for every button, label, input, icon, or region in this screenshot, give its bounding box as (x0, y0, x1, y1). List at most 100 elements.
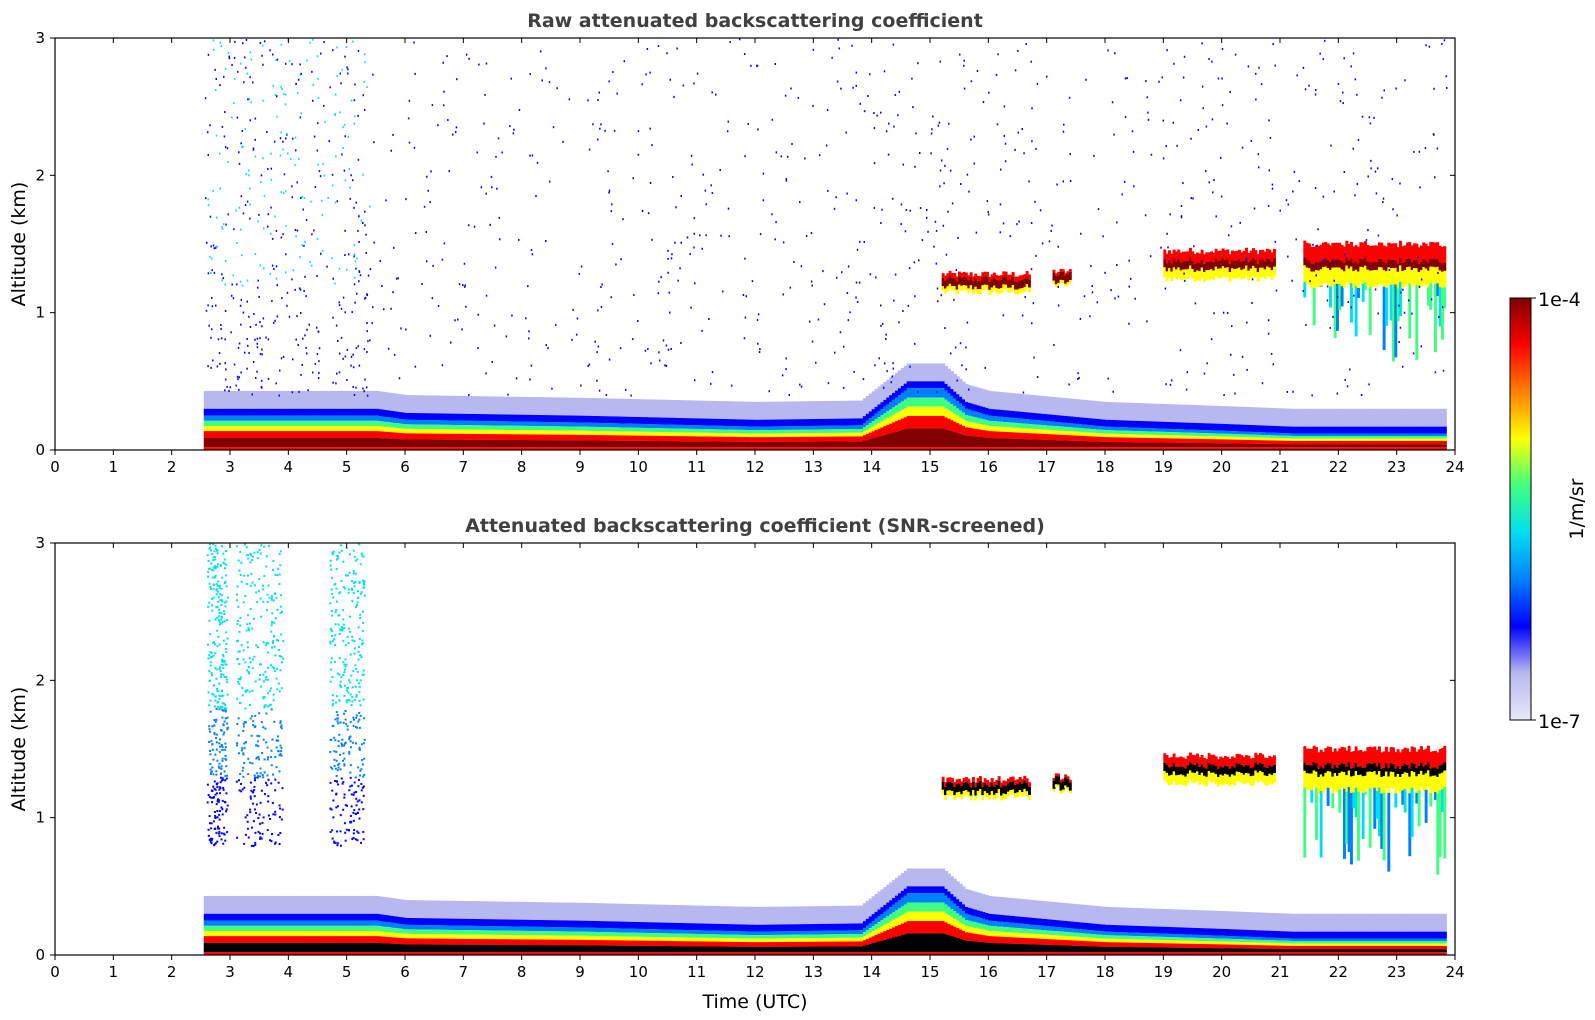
boundary-layer-cell (1250, 434, 1255, 438)
noise-pixel (1078, 376, 1080, 379)
boundary-layer-cell (1177, 438, 1182, 443)
boundary-layer-cell (314, 447, 319, 450)
boundary-layer-cell (1002, 426, 1007, 432)
boundary-layer-cell (1148, 428, 1153, 432)
noise-pixel (346, 348, 349, 351)
boundary-layer-cell (1005, 447, 1010, 450)
boundary-layer-cell (1259, 425, 1264, 433)
boundary-layer-cell (615, 440, 619, 448)
boundary-layer-cell (705, 436, 709, 442)
boundary-layer-cell (267, 390, 272, 409)
boundary-layer-cell (1204, 405, 1208, 424)
boundary-layer-cell (320, 408, 324, 416)
noise-pixel (1080, 232, 1082, 235)
noise-pixel (619, 347, 622, 350)
noise-pixel (610, 296, 612, 299)
boundary-layer-cell (953, 406, 957, 414)
boundary-layer-cell (1312, 426, 1316, 434)
boundary-layer-cell (766, 426, 771, 431)
boundary-layer-cell (1247, 439, 1252, 444)
boundary-layer-cell (755, 401, 759, 420)
boundary-layer-cell (282, 437, 287, 448)
noise-pixel (1023, 152, 1025, 155)
boundary-layer-cell (1037, 429, 1042, 434)
boundary-layer-cell (337, 408, 342, 416)
boundary-layer-cell (221, 425, 225, 432)
cloud-edge-cell (1254, 267, 1258, 278)
boundary-layer-cell (390, 417, 394, 423)
cloud-core-cell (1357, 263, 1360, 272)
noise-pixel (270, 167, 273, 170)
boundary-layer-cell (623, 398, 628, 417)
noise-pixel (236, 241, 238, 244)
boundary-layer-cell (897, 411, 902, 420)
boundary-layer-cell (1116, 427, 1121, 431)
boundary-layer-cell (708, 429, 712, 433)
boundary-layer-cell (1125, 447, 1129, 450)
boundary-layer-cell (650, 447, 654, 450)
cloud-core-cell (1359, 258, 1363, 267)
boundary-layer-cell (1431, 447, 1436, 450)
cloud-cell (1268, 249, 1272, 260)
boundary-layer-cell (941, 363, 946, 382)
noise-pixel (318, 170, 321, 173)
boundary-layer-cell (804, 426, 809, 430)
noise-pixel (1430, 298, 1433, 301)
boundary-layer-cell (1320, 426, 1325, 434)
noise-pixel (425, 260, 428, 263)
boundary-layer-cell (224, 447, 228, 450)
cloud-cell (967, 275, 971, 281)
boundary-layer-cell (253, 408, 257, 416)
boundary-layer-cell (297, 420, 301, 426)
boundary-layer-cell (1326, 435, 1331, 439)
boundary-layer-cell (524, 421, 529, 426)
noise-pixel (1180, 204, 1183, 207)
cloud-cell (1242, 250, 1246, 261)
noise-pixel (1053, 343, 1055, 346)
cloud-core-cell (1205, 261, 1209, 271)
boundary-layer-cell (300, 431, 304, 438)
boundary-layer-cell (836, 425, 841, 430)
boundary-layer-cell (407, 428, 412, 434)
boundary-layer-cell (833, 429, 838, 433)
noise-pixel (357, 345, 359, 348)
boundary-layer-cell (477, 447, 482, 450)
boundary-layer-cell (594, 431, 599, 436)
boundary-layer-cell (1169, 438, 1173, 443)
boundary-layer-cell (556, 426, 561, 431)
cloud-core-cell (1247, 262, 1251, 271)
noise-pixel (1374, 288, 1377, 291)
noise-pixel (909, 365, 911, 368)
noise-pixel (999, 231, 1002, 234)
cloud-core-cell (1417, 263, 1421, 272)
boundary-layer-cell (956, 394, 960, 402)
boundary-layer-cell (714, 425, 718, 430)
noise-pixel (810, 280, 813, 283)
noise-pixel (1063, 123, 1065, 126)
boundary-layer-cell (927, 381, 931, 389)
noise-pixel (886, 370, 888, 373)
noise-pixel (1114, 297, 1116, 300)
boundary-layer-cell (1163, 438, 1167, 443)
boundary-layer-cell (1297, 440, 1302, 445)
boundary-layer-cell (454, 439, 459, 448)
cloud-cell (1371, 245, 1374, 263)
noise-pixel (1021, 314, 1024, 317)
boundary-layer-cell (1425, 440, 1430, 445)
boundary-layer-cell (370, 420, 374, 426)
boundary-layer-cell (533, 440, 537, 448)
boundary-layer-cell (1236, 443, 1240, 448)
boundary-layer-cell (305, 415, 310, 421)
noise-pixel (221, 279, 223, 282)
boundary-layer-cell (819, 433, 823, 437)
noise-pixel (1323, 39, 1326, 42)
boundary-layer-cell (402, 423, 406, 429)
boundary-layer-cell (702, 425, 707, 430)
boundary-layer-cell (862, 416, 867, 423)
boundary-layer-cell (737, 419, 742, 427)
boundary-layer-cell (1172, 432, 1176, 436)
noise-pixel (275, 59, 277, 62)
boundary-layer-cell (1253, 407, 1258, 426)
boundary-layer-cell (419, 420, 424, 425)
boundary-layer-cell (486, 414, 491, 422)
